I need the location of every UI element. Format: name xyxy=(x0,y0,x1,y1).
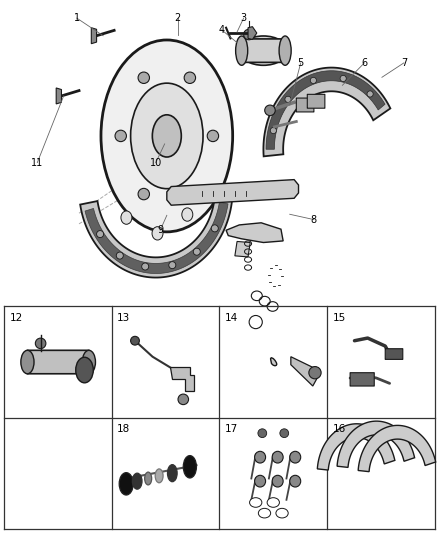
Polygon shape xyxy=(234,241,250,257)
Circle shape xyxy=(131,336,139,345)
Text: 4: 4 xyxy=(218,25,224,35)
Ellipse shape xyxy=(144,472,152,485)
Ellipse shape xyxy=(21,350,34,374)
Ellipse shape xyxy=(152,115,181,157)
Text: 1: 1 xyxy=(74,13,80,23)
Text: 15: 15 xyxy=(332,313,345,323)
Circle shape xyxy=(35,338,46,349)
Circle shape xyxy=(284,96,290,102)
Ellipse shape xyxy=(289,451,300,463)
FancyBboxPatch shape xyxy=(349,373,374,386)
Ellipse shape xyxy=(272,475,283,487)
Polygon shape xyxy=(226,223,283,243)
Circle shape xyxy=(264,105,275,116)
Polygon shape xyxy=(91,28,96,44)
Circle shape xyxy=(193,248,200,255)
Polygon shape xyxy=(270,358,276,366)
Circle shape xyxy=(207,130,218,142)
Circle shape xyxy=(310,77,316,84)
Text: 2: 2 xyxy=(174,13,180,23)
Ellipse shape xyxy=(76,357,93,383)
Circle shape xyxy=(270,127,276,134)
Ellipse shape xyxy=(249,498,261,507)
Ellipse shape xyxy=(258,508,270,518)
Text: 7: 7 xyxy=(400,58,406,68)
Text: 9: 9 xyxy=(157,225,163,235)
Circle shape xyxy=(308,367,321,379)
Text: 18: 18 xyxy=(117,424,130,434)
Circle shape xyxy=(258,429,266,438)
Text: 8: 8 xyxy=(310,215,316,224)
Circle shape xyxy=(243,29,254,40)
FancyBboxPatch shape xyxy=(244,39,282,62)
Ellipse shape xyxy=(266,498,279,507)
Circle shape xyxy=(138,188,149,200)
Polygon shape xyxy=(170,367,194,391)
Ellipse shape xyxy=(132,473,142,489)
Polygon shape xyxy=(247,27,256,39)
Polygon shape xyxy=(85,202,227,273)
Polygon shape xyxy=(166,180,298,205)
Text: 10: 10 xyxy=(149,158,162,167)
Circle shape xyxy=(115,130,126,142)
Text: 17: 17 xyxy=(224,424,237,434)
Circle shape xyxy=(339,75,346,82)
Text: 5: 5 xyxy=(297,58,303,68)
Text: 14: 14 xyxy=(224,313,237,323)
Ellipse shape xyxy=(272,451,283,463)
Circle shape xyxy=(366,91,372,97)
Ellipse shape xyxy=(254,451,265,463)
FancyBboxPatch shape xyxy=(307,94,324,108)
Circle shape xyxy=(184,188,195,200)
FancyBboxPatch shape xyxy=(27,350,89,374)
Polygon shape xyxy=(80,195,232,278)
Text: 6: 6 xyxy=(360,58,367,68)
Ellipse shape xyxy=(181,208,192,221)
Text: 3: 3 xyxy=(240,13,246,23)
Ellipse shape xyxy=(289,475,300,487)
Ellipse shape xyxy=(152,227,162,240)
Ellipse shape xyxy=(131,83,203,189)
Circle shape xyxy=(168,262,175,269)
Ellipse shape xyxy=(254,475,265,487)
Ellipse shape xyxy=(101,40,232,232)
Ellipse shape xyxy=(155,469,162,483)
Polygon shape xyxy=(336,421,413,467)
Circle shape xyxy=(141,263,148,270)
Circle shape xyxy=(279,429,288,438)
Circle shape xyxy=(138,72,149,84)
Circle shape xyxy=(249,316,262,329)
Circle shape xyxy=(96,231,103,238)
Ellipse shape xyxy=(119,473,133,495)
Ellipse shape xyxy=(167,465,177,482)
Circle shape xyxy=(211,225,218,232)
Text: 11: 11 xyxy=(31,158,43,167)
Ellipse shape xyxy=(235,36,247,66)
Polygon shape xyxy=(56,88,61,104)
Circle shape xyxy=(116,252,123,259)
Ellipse shape xyxy=(279,36,290,66)
Text: 16: 16 xyxy=(332,424,345,434)
Ellipse shape xyxy=(239,36,287,66)
Ellipse shape xyxy=(275,508,287,518)
Text: 12: 12 xyxy=(10,313,23,323)
FancyBboxPatch shape xyxy=(384,349,402,359)
Polygon shape xyxy=(265,71,384,149)
Ellipse shape xyxy=(183,456,196,478)
Ellipse shape xyxy=(82,350,95,374)
Circle shape xyxy=(178,394,188,405)
Polygon shape xyxy=(263,68,389,156)
Text: 13: 13 xyxy=(117,313,130,323)
Ellipse shape xyxy=(120,211,131,224)
Polygon shape xyxy=(357,425,434,472)
FancyBboxPatch shape xyxy=(296,98,313,112)
Polygon shape xyxy=(317,424,394,470)
Polygon shape xyxy=(290,357,316,386)
Circle shape xyxy=(184,72,195,84)
